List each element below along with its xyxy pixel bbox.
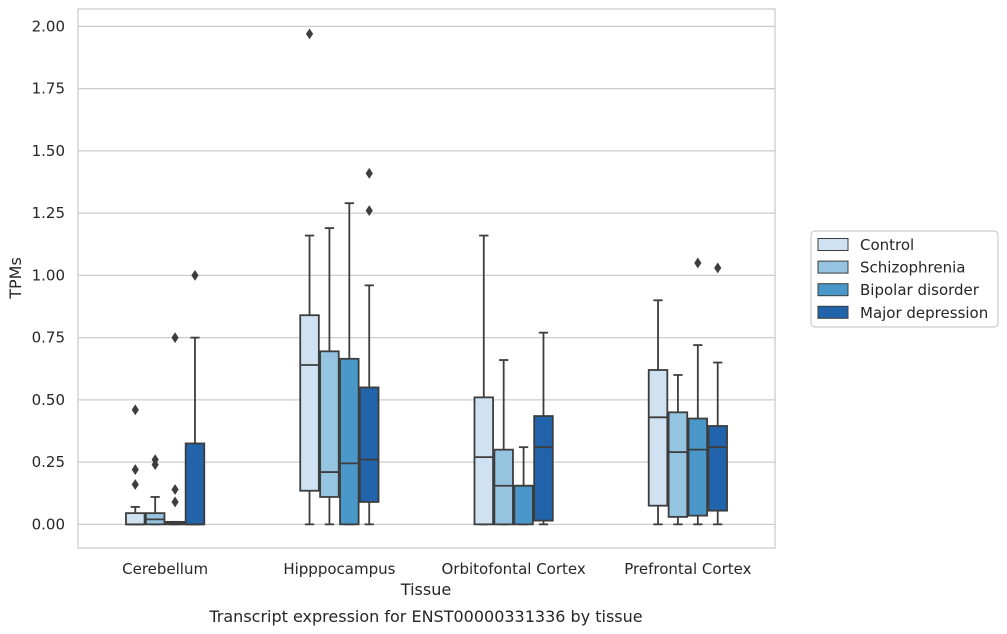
box-body [513,484,534,526]
box-bipolar-disorder [513,446,534,526]
y-tick-label: 1.75 [32,80,65,98]
legend-swatch [817,283,849,297]
box-body [184,442,206,526]
legend-label: Control [860,236,914,254]
box-body [533,415,554,522]
x-tick-label: Prefrontal Cortex [624,560,751,578]
y-tick-label: 1.00 [32,266,65,284]
box-bipolar-disorder [687,257,709,526]
box-bipolar-disorder [164,332,186,526]
box-schizophrenia [667,374,689,526]
box-major-depression [707,262,728,526]
box-schizophrenia [144,454,166,526]
y-tick-label: 0.75 [32,329,65,347]
outlier-marker [365,205,373,217]
legend-swatch [817,305,849,319]
box-body [319,350,340,498]
outlier-marker [131,464,139,475]
legend-label: Bipolar disorder [860,281,980,299]
box-body [687,417,709,517]
outlier-marker [694,257,702,269]
outlier-marker [191,269,199,281]
legend-frame [810,230,999,328]
box-control [647,299,669,526]
outlier-marker [171,484,179,495]
box-schizophrenia [493,359,514,526]
outlier-marker [131,479,139,490]
legend: Control Schizophrenia Bipolar disorder Majo… [810,230,999,328]
y-tick-label: 1.50 [32,142,65,160]
x-axis-label: Tissue [400,580,451,599]
box-body [339,357,360,526]
x-tick-label: Orbitofontal Cortex [442,560,586,578]
outlier-marker [151,454,159,466]
legend-swatch [817,260,849,274]
y-tick-label: 0.50 [32,391,65,409]
y-axis-label: TPMs [6,257,25,300]
chart-caption: Transcript expression for ENST0000033133… [208,607,642,626]
outlier-marker [131,404,139,416]
box-control [473,234,494,526]
box-major-depression [533,331,554,526]
legend-swatch [817,238,849,251]
y-tick-label: 2.00 [32,17,65,35]
box-body [359,386,380,503]
box-body [299,314,320,492]
outlier-marker [365,167,373,179]
x-tick-label: Cerebellum [122,560,208,578]
box-body [667,411,689,518]
y-tick-label: 0.00 [32,515,65,533]
box-bipolar-disorder [339,202,360,526]
legend-label: Major depression [860,304,988,322]
box-body [647,369,669,507]
outlier-marker [305,28,314,40]
x-tick-label: Hipppocampus [283,560,395,578]
box-major-depression [184,269,206,526]
box-body [493,448,514,526]
box-groups [125,28,728,526]
outlier-marker [171,332,179,344]
box-major-depression [359,167,380,526]
plot-frame [77,8,776,549]
box-control [299,28,320,526]
y-tick-label: 1.25 [32,204,65,222]
y-tick-labels: 0.00 0.25 0.50 0.75 1.00 1.25 1.50 1.75 2.00 [32,17,65,533]
y-tick-label: 0.25 [32,453,65,471]
box-control [125,404,146,526]
outlier-marker [171,496,179,508]
x-tick-labels: Cerebellum Hipppocampus Orbitofontal Corte… [122,560,751,578]
box-body [125,512,146,526]
box-body [473,396,494,526]
legend-label: Schizophrenia [860,259,965,277]
box-schizophrenia [319,227,340,526]
outlier-marker [714,262,722,274]
box-body [707,425,728,512]
